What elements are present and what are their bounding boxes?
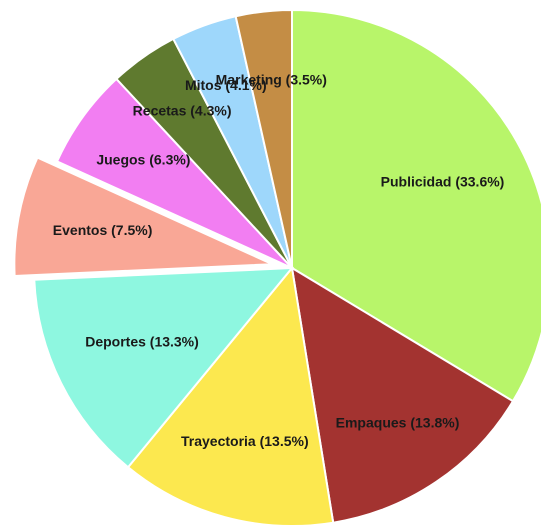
pie-slice-eventos [13, 156, 273, 278]
pie-slice-trayectoria [126, 265, 335, 527]
pie-slice-publicidad [291, 8, 541, 403]
slice-label-recetas: Recetas (4.3%) [133, 103, 232, 119]
slice-label-empaques: Empaques (13.8%) [336, 415, 460, 431]
slice-label-mitos: Mitos (4.1%) [185, 77, 267, 93]
pie-slice-deportes [33, 266, 295, 469]
slice-label-marketing: Marketing (3.5%) [216, 72, 327, 88]
pie-slice-empaques [290, 266, 515, 524]
pie-labels: Publicidad (33.6%) Empaques (13.8%) Trayec… [53, 72, 505, 449]
pie-slices [13, 8, 541, 527]
slice-label-juegos: Juegos (6.3%) [96, 152, 190, 168]
slice-label-trayectoria: Trayectoria (13.5%) [181, 433, 309, 449]
pie-slice-marketing [234, 8, 293, 269]
slice-label-deportes: Deportes (13.3%) [85, 334, 199, 350]
slice-label-eventos: Eventos (7.5%) [53, 222, 153, 238]
slice-label-publicidad: Publicidad (33.6%) [381, 174, 505, 190]
